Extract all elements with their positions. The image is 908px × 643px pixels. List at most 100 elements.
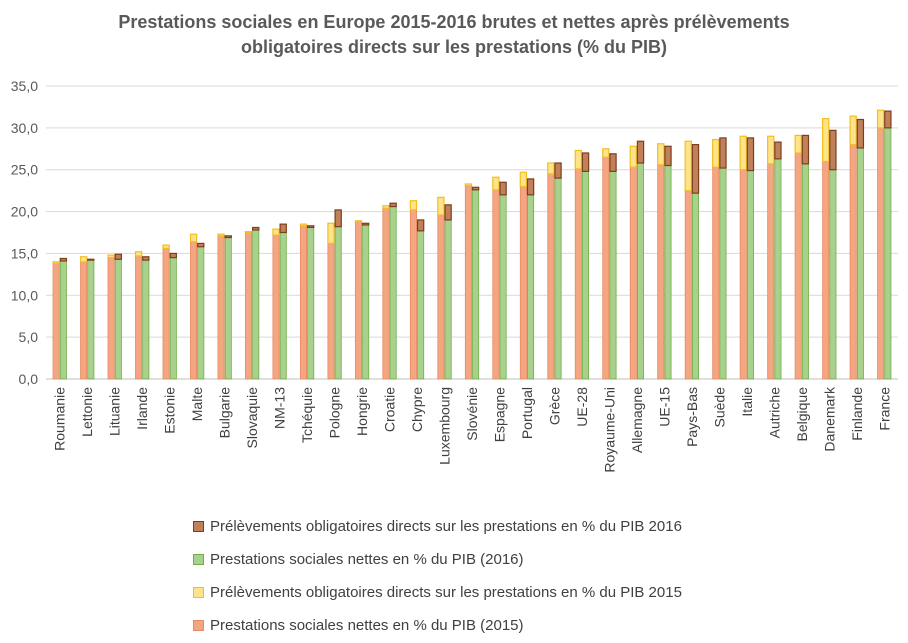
bar-prelevements-2016: [197, 242, 205, 248]
x-tick-label: Slovaquie: [244, 387, 260, 449]
bar-prelevements-2015: [739, 135, 747, 171]
bar-nettes-2015: [245, 232, 253, 380]
bar-prelevements-2015: [657, 143, 665, 166]
bar-prelevements-2016: [526, 178, 535, 196]
x-tick-label: Italie: [739, 387, 755, 417]
x-tick-label: Grèce: [546, 387, 562, 425]
x-tick-label: Allemagne: [629, 387, 645, 453]
bar-nettes-2015: [299, 225, 307, 380]
legend-item-prelevements-2016: Prélèvements obligatoires directs sur le…: [193, 510, 682, 543]
bar-prelevements-2015: [299, 223, 308, 227]
bar-prelevements-2016: [829, 129, 837, 171]
chart-title-line-1: Prestations sociales en Europe 2015-2016…: [118, 12, 790, 32]
bar-nettes-2016: [472, 189, 480, 380]
bar-prelevements-2015: [107, 254, 115, 259]
bar-nettes-2016: [499, 194, 507, 380]
bar-prelevements-2016: [801, 134, 810, 165]
x-tick-label: Croatie: [382, 387, 398, 432]
x-tick-label: Portugal: [519, 387, 535, 439]
bar-prelevements-2015: [354, 220, 363, 223]
bar-prelevements-2015: [134, 251, 143, 257]
bar-prelevements-2016: [691, 144, 700, 194]
bar-nettes-2016: [829, 169, 837, 380]
bar-prelevements-2015: [629, 145, 638, 168]
bar-nettes-2016: [774, 158, 782, 380]
bar-nettes-2016: [197, 246, 205, 380]
bar-nettes-2015: [107, 257, 115, 380]
bar-prelevements-2015: [52, 261, 60, 265]
bar-nettes-2015: [190, 241, 198, 380]
x-tick-label: Royaume-Uni: [601, 387, 617, 473]
bar-prelevements-2016: [224, 235, 232, 239]
bar-nettes-2016: [169, 257, 177, 380]
legend-label-nettes-2016: Prestations sociales nettes en % du PIB …: [210, 551, 524, 568]
x-tick-label: Hongrie: [354, 387, 370, 436]
bar-prelevements-2016: [389, 202, 397, 208]
bar-prelevements-2015: [574, 149, 583, 170]
legend-swatch-prelevements-2015: [193, 587, 204, 598]
bar-nettes-2016: [279, 232, 287, 380]
bar-nettes-2016: [609, 170, 617, 380]
bar-nettes-2015: [767, 163, 775, 380]
bar-nettes-2016: [362, 224, 370, 380]
bar-prelevements-2016: [114, 253, 123, 260]
bar-prelevements-2015: [794, 134, 802, 154]
x-tick-label: UE-15: [656, 387, 672, 427]
bar-prelevements-2016: [87, 258, 95, 261]
bar-prelevements-2015: [464, 183, 473, 187]
bar-nettes-2015: [354, 221, 362, 380]
bar-nettes-2015: [382, 207, 390, 380]
legend-item-nettes-2015: Prestations sociales nettes en % du PIB …: [193, 609, 682, 642]
bar-prelevements-2016: [169, 252, 177, 259]
bar-nettes-2016: [224, 237, 232, 380]
bar-nettes-2015: [739, 169, 747, 380]
bar-prelevements-2015: [684, 140, 692, 192]
bar-nettes-2015: [629, 166, 637, 380]
bar-nettes-2015: [492, 189, 500, 380]
bar-prelevements-2015: [876, 109, 885, 129]
bar-prelevements-2016: [334, 209, 342, 228]
bar-prelevements-2015: [712, 138, 720, 168]
legend-swatch-nettes-2015: [193, 620, 204, 631]
bar-prelevements-2015: [217, 233, 225, 237]
y-tick-label: 25,0: [11, 162, 38, 178]
x-tick-label: Bulgarie: [217, 387, 233, 439]
x-tick-label: NM-13: [272, 387, 288, 429]
x-tick-label: Finlande: [849, 387, 865, 441]
bar-nettes-2015: [162, 248, 170, 380]
legend-item-prelevements-2015: Prélèvements obligatoires directs sur le…: [193, 576, 682, 609]
bar-prelevements-2016: [719, 137, 727, 169]
bar-prelevements-2015: [162, 244, 170, 250]
bar-nettes-2015: [574, 168, 582, 380]
bar-nettes-2015: [657, 164, 665, 380]
bar-prelevements-2016: [746, 137, 755, 172]
bar-nettes-2016: [884, 127, 892, 380]
bar-nettes-2016: [746, 170, 754, 380]
legend-label-nettes-2015: Prestations sociales nettes en % du PIB …: [210, 617, 524, 634]
bar-nettes-2016: [87, 259, 95, 380]
bar-nettes-2015: [272, 234, 280, 380]
bar-prelevements-2015: [189, 233, 198, 243]
x-tick-label: Luxembourg: [437, 387, 453, 465]
y-tick-label: 20,0: [11, 204, 38, 220]
bar-prelevements-2015: [409, 200, 418, 211]
bar-nettes-2016: [719, 167, 727, 380]
bar-prelevements-2015: [821, 118, 830, 162]
chart-title-line-2: obligatoires directs sur les prestations…: [240, 37, 668, 57]
chart-title: Prestations sociales en Europe 2015-2016…: [0, 10, 908, 60]
x-tick-label: Lettonie: [79, 387, 95, 437]
bar-prelevements-2015: [244, 231, 253, 234]
bar-prelevements-2015: [547, 162, 555, 175]
bar-nettes-2016: [307, 227, 315, 380]
bar-nettes-2015: [547, 173, 555, 380]
bar-prelevements-2015: [437, 196, 445, 216]
bar-prelevements-2015: [849, 115, 857, 146]
bar-nettes-2016: [114, 258, 122, 380]
x-tick-label: Tchéquie: [299, 387, 315, 443]
legend-swatch-prelevements-2016: [193, 521, 204, 532]
bar-nettes-2015: [80, 261, 88, 380]
x-tick-label: Pays-Bas: [684, 387, 700, 447]
bar-nettes-2016: [59, 260, 67, 380]
bar-nettes-2015: [849, 144, 857, 380]
